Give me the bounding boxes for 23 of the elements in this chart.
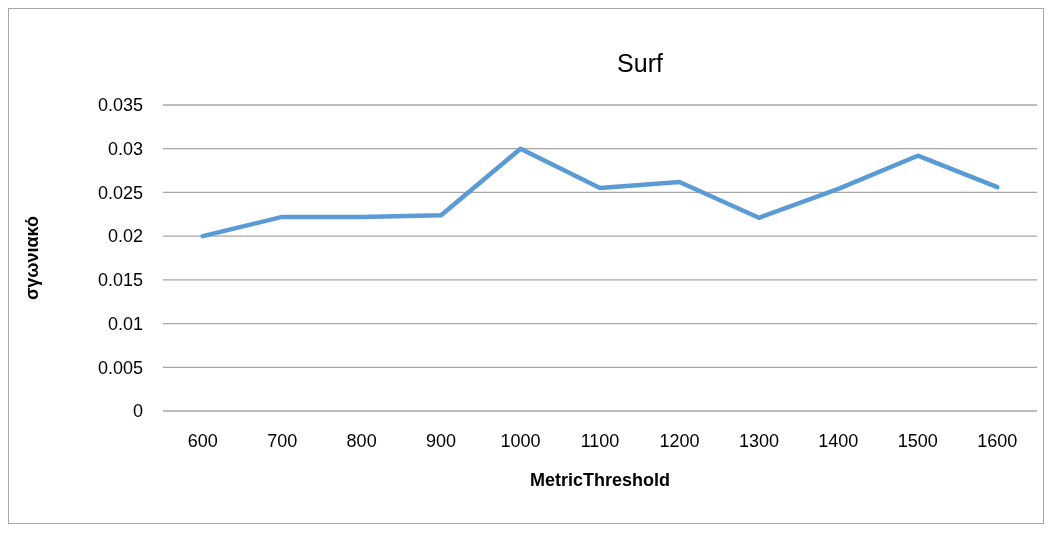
x-tick-label: 700 (267, 431, 298, 451)
x-tick-label: 800 (346, 431, 377, 451)
x-tick-label: 1400 (818, 431, 859, 451)
x-axis-title: MetricThreshold (529, 470, 671, 490)
x-tick-label: 1600 (977, 431, 1018, 451)
y-tick-label: 0.035 (97, 95, 143, 116)
y-tick-label: 0 (132, 401, 143, 422)
x-tick-label: 1300 (738, 431, 779, 451)
x-tick-label: 1200 (659, 431, 700, 451)
y-tick-label: 0.015 (97, 270, 143, 291)
x-tick-label: 1000 (500, 431, 541, 451)
y-tick-label: 0.03 (107, 139, 143, 160)
y-tick-label: 0.02 (107, 226, 143, 247)
chart-title: Surf (617, 49, 663, 77)
x-tick-label: 600 (187, 431, 218, 451)
x-tick-label: 900 (426, 431, 457, 451)
x-tick-label: 1500 (897, 431, 938, 451)
y-tick-label: 0.025 (97, 182, 143, 203)
y-tick-label: 0.005 (97, 357, 143, 378)
line-series (200, 146, 1000, 239)
x-tick-label: 1100 (580, 431, 620, 451)
y-axis-title: σγωνιακό (22, 215, 42, 301)
y-tick-label: 0.01 (107, 313, 143, 334)
